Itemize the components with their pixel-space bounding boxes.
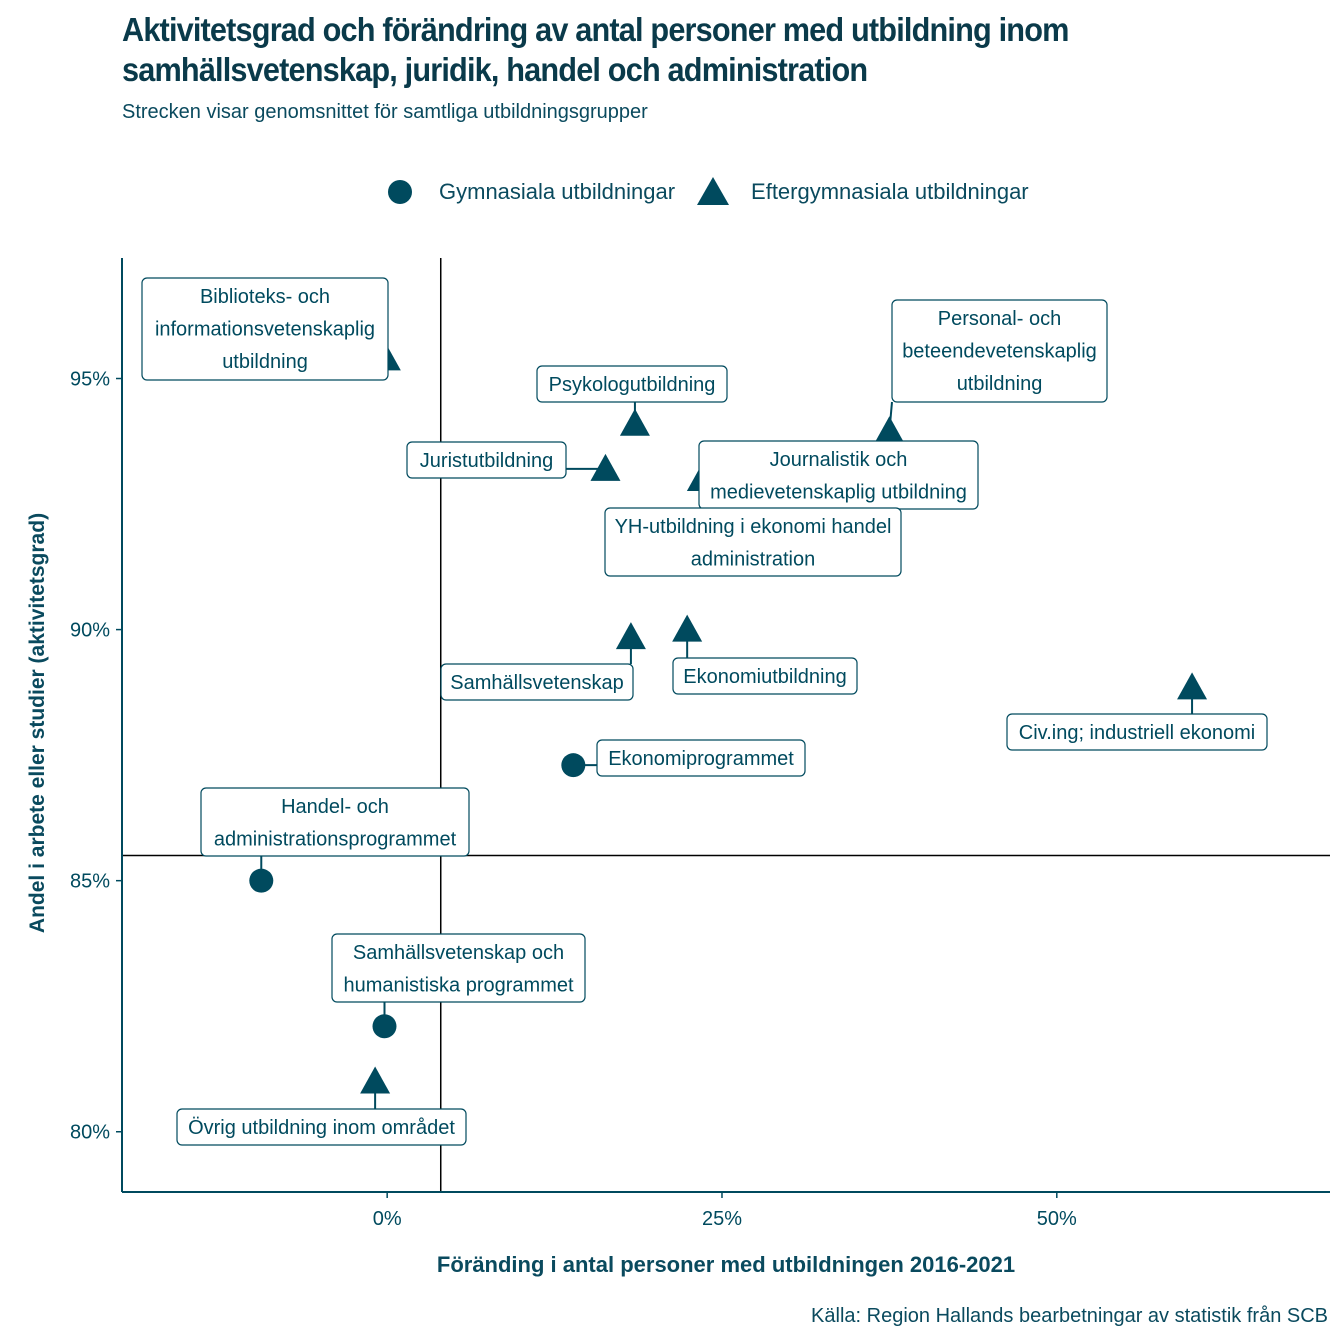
eftergymnasial-point-marker	[615, 622, 646, 650]
point-label-text: Personal- och	[938, 308, 1061, 330]
source-caption: Källa: Region Hallands bearbetningar av …	[811, 1305, 1328, 1327]
point-label-text: Handel- och	[281, 796, 389, 818]
y-tick-label: 95%	[70, 369, 110, 391]
chart-subtitle: Strecken visar genomsnittet för samtliga…	[122, 101, 648, 123]
point-label: Ekonomiprogrammet	[596, 739, 806, 777]
eftergymnasial-point-marker	[672, 614, 703, 642]
x-axis-label: Föränding i antal personer med utbildnin…	[436, 1252, 1016, 1277]
label-box	[672, 657, 858, 695]
point-label-text: informationsvetenskaplig	[155, 319, 375, 341]
label-box	[200, 787, 470, 857]
point-label-text: Samhällsvetenskap och	[353, 942, 564, 964]
triangle-marker-icon	[697, 177, 730, 207]
point-label: Personal- och beteendevetenskaplig utbildn…	[891, 299, 1108, 403]
point-label-text: Journalistik och	[770, 449, 908, 471]
eftergymnasial-point-marker	[360, 1066, 391, 1094]
chart-title-line2: samhällsvetenskap, juridik, handel och a…	[122, 51, 868, 88]
label-box	[1006, 713, 1268, 751]
point-label: Psykologutbildning	[536, 365, 728, 403]
point-label-text: Övrig utbildning inom området	[188, 1117, 455, 1139]
point-label: Handel- och administrationsprogrammet	[200, 787, 470, 857]
legend: Gymnasiala utbildningar Eftergymnasiala …	[385, 172, 1051, 212]
point-label: Ekonomiutbildning	[672, 657, 858, 695]
legend-label: Gymnasiala utbildningar	[439, 179, 676, 204]
point-label-text: Biblioteks- och	[200, 286, 330, 308]
point-label: Övrig utbildning inom området	[176, 1108, 467, 1146]
point-label-text: administrationsprogrammet	[214, 829, 457, 851]
point-label-text: Ekonomiprogrammet	[608, 748, 794, 770]
point-label-text: Ekonomiutbildning	[683, 666, 846, 688]
label-box	[406, 441, 567, 479]
circle-marker-icon	[385, 177, 415, 207]
label-leader-line	[888, 401, 893, 432]
label-box	[176, 1108, 467, 1146]
point-label-text: utbildning	[957, 373, 1043, 395]
eftergymnasial-point-marker	[590, 453, 621, 481]
point-label-text: humanistiska programmet	[343, 975, 574, 997]
point-label-text: administration	[691, 549, 816, 571]
label-box	[596, 739, 806, 777]
point-label: Samhällsvetenskap och humanistiska progra…	[331, 933, 586, 1003]
label-box	[141, 277, 389, 381]
label-box	[440, 663, 634, 701]
label-box	[604, 507, 902, 577]
point-label: Samhällsvetenskap	[440, 663, 634, 701]
y-tick-label: 90%	[70, 620, 110, 642]
point-label-text: Juristutbildning	[420, 450, 553, 472]
point-label-text: Samhällsvetenskap	[450, 672, 623, 694]
label-box	[891, 299, 1108, 403]
point-label: Civ.ing; industriell ekonomi	[1006, 713, 1268, 751]
y-tick-label: 85%	[70, 871, 110, 893]
point-label: YH-utbildning i ekonomi handel administra…	[604, 507, 902, 577]
chart-title: Aktivitetsgrad och förändring av antal p…	[122, 10, 1238, 90]
label-box	[331, 933, 586, 1003]
legend-item-gymnasiala: Gymnasiala utbildningar	[385, 177, 675, 207]
point-label-text: YH-utbildning i ekonomi handel	[615, 516, 892, 538]
point-label-text: Civ.ing; industriell ekonomi	[1019, 722, 1255, 744]
point-label-text: beteendevetenskaplig	[902, 341, 1097, 363]
eftergymnasial-point-marker	[1177, 672, 1208, 700]
chart-title-line1: Aktivitetsgrad och förändring av antal p…	[122, 11, 1069, 48]
x-tick-label: 0%	[373, 1208, 402, 1230]
label-box	[536, 365, 728, 403]
y-tick-label: 80%	[70, 1122, 110, 1144]
point-label: Juristutbildning	[406, 441, 567, 479]
point-label-text: Psykologutbildning	[549, 374, 716, 396]
point-label-text: medievetenskaplig utbildning	[710, 482, 967, 504]
y-axis-label: Andel i arbete eller studier (aktivitets…	[26, 512, 49, 934]
x-tick-label: 50%	[1037, 1208, 1077, 1230]
point-label-text: utbildning	[222, 351, 308, 373]
x-tick-label: 25%	[702, 1208, 742, 1230]
point-label: Journalistik och medievetenskaplig utbild…	[698, 440, 979, 510]
legend-label: Eftergymnasiala utbildningar	[751, 179, 1029, 204]
legend-item-eftergymnasiala: Eftergymnasiala utbildningar	[697, 177, 1029, 207]
point-label: Biblioteks- och informationsvetenskaplig u…	[141, 277, 389, 381]
